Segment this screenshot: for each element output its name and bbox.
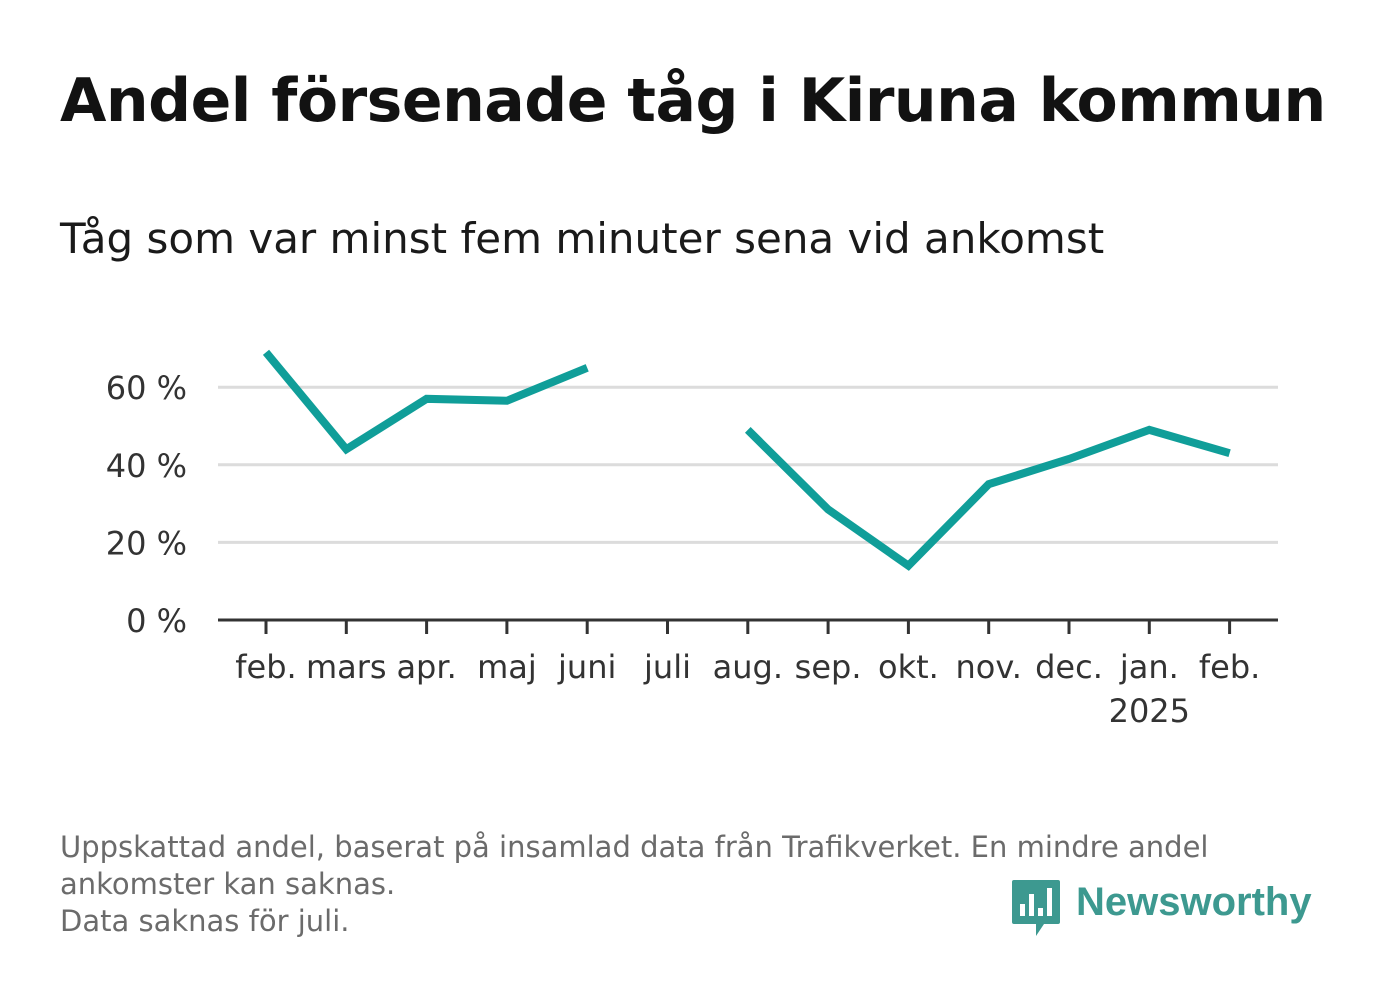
x-year-label: 2025 [1109,692,1190,730]
y-axis-tick-labels: 0 % 20 % 40 % 60 % [106,369,187,640]
x-tick-label: maj [477,648,537,686]
source-note: Uppskattad andel, baserat på insamlad da… [60,830,1209,901]
brand-name: Newsworthy [1076,880,1312,924]
brand-logo: Newsworthy [1010,878,1312,940]
x-tick-label: feb. [235,648,296,686]
x-tick-label: sep. [795,648,862,686]
x-axis: feb. mars apr. maj juni juli aug. sep. okt. nov. d… [218,618,1278,730]
chart-subtitle: Tåg som var minst fem minuter sena vid a… [60,214,1105,263]
missing-data-note: Data saknas för juli. [60,904,350,938]
series-line-segment [262,349,589,455]
x-tick-label: apr. [396,648,456,686]
x-tick-label: aug. [713,648,783,686]
y-tick-label: 20 % [106,524,187,562]
newsworthy-logo-icon [1012,880,1060,936]
x-tick-label: juni [557,648,616,686]
series-line-segment [744,425,1231,571]
x-tick-label: dec. [1035,648,1103,686]
line-chart: 0 % 20 % 40 % 60 % feb. mars apr. maj juni juli a… [106,349,1278,730]
x-tick-label: mars [306,648,387,686]
series-lines [262,349,1231,571]
x-tick-label: feb. [1199,648,1260,686]
x-tick-label: jan. [1119,648,1179,686]
x-tick-label: okt. [878,648,939,686]
y-tick-label: 40 % [106,447,187,485]
y-tick-label: 60 % [106,369,187,407]
gridlines [218,385,1278,544]
x-tick-label: nov. [955,648,1021,686]
chart-title: Andel försenade tåg i Kiruna kommun [60,66,1326,136]
y-tick-label: 0 % [126,602,187,640]
footer-notes: Uppskattad andel, baserat på insamlad da… [60,829,1320,940]
x-tick-label: juli [643,648,691,686]
